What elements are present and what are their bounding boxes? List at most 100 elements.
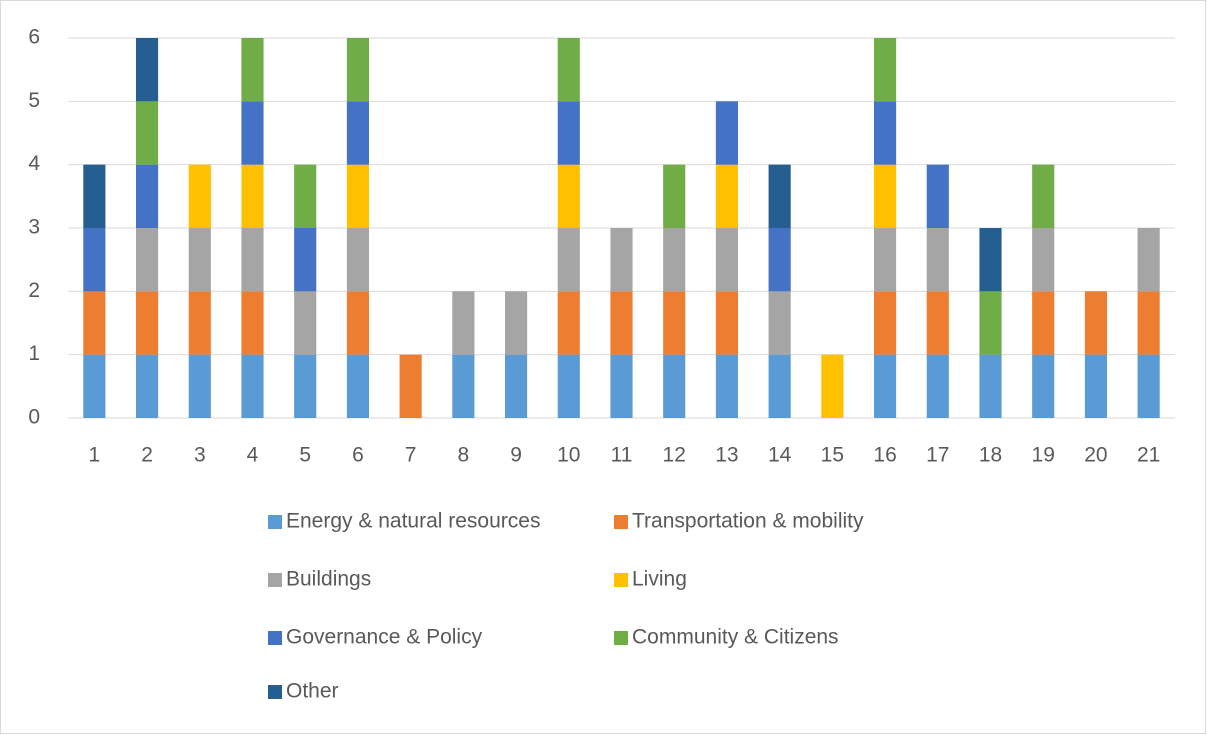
- bar-segment: [188, 291, 211, 355]
- legend-label: Governance & Policy: [286, 626, 483, 649]
- bar-segment: [874, 38, 897, 102]
- x-tick-label: 10: [557, 444, 580, 467]
- y-tick-label: 6: [28, 26, 40, 49]
- bar-segment: [768, 164, 791, 228]
- bar-segment: [610, 354, 633, 418]
- bar-segment: [83, 228, 106, 292]
- x-tick-label: 12: [663, 444, 686, 467]
- legend-swatch: [268, 685, 282, 699]
- y-tick-label: 3: [28, 216, 40, 239]
- bar-segment: [1084, 354, 1107, 418]
- x-tick-label: 11: [611, 444, 633, 467]
- y-tick-label: 2: [28, 279, 40, 302]
- bar-segment: [557, 291, 580, 355]
- y-tick-label: 0: [28, 406, 40, 429]
- bar-segment: [821, 354, 844, 418]
- x-tick-label: 3: [194, 444, 206, 467]
- bar-segment: [979, 354, 1002, 418]
- bar-segment: [1084, 291, 1107, 355]
- x-tick-label: 2: [141, 444, 153, 467]
- bar-segment: [505, 291, 528, 355]
- legend-swatch: [614, 573, 628, 587]
- legend-swatch: [614, 515, 628, 529]
- bar-segment: [979, 291, 1002, 355]
- x-tick-label: 6: [352, 444, 364, 467]
- bar-segment: [926, 354, 949, 418]
- bar-segment: [136, 291, 159, 355]
- bar-segment: [663, 228, 686, 292]
- legend-label: Transportation & mobility: [632, 510, 864, 533]
- bar-segment: [557, 164, 580, 228]
- x-tick-label: 17: [926, 444, 949, 467]
- bar-segment: [768, 354, 791, 418]
- y-tick-label: 1: [28, 342, 40, 365]
- bar-segment: [346, 38, 369, 102]
- bar-segment: [715, 228, 738, 292]
- bar-segment: [715, 291, 738, 355]
- bar-segment: [663, 164, 686, 228]
- x-tick-label: 20: [1084, 444, 1107, 467]
- bar-segment: [241, 291, 264, 355]
- legend-swatch: [614, 631, 628, 645]
- bar-segment: [346, 101, 369, 165]
- bar-segment: [188, 228, 211, 292]
- bar-segment: [663, 354, 686, 418]
- bar-segment: [557, 354, 580, 418]
- legend-swatch: [268, 573, 282, 587]
- bar-segment: [768, 228, 791, 292]
- bar-segment: [610, 228, 633, 292]
- bar-segment: [874, 354, 897, 418]
- bar-segment: [926, 228, 949, 292]
- bar-segment: [874, 291, 897, 355]
- bar-segment: [241, 38, 264, 102]
- bar-segment: [1137, 228, 1160, 292]
- bar-segment: [136, 228, 159, 292]
- bar-segment: [926, 291, 949, 355]
- bar-segment: [136, 354, 159, 418]
- x-tick-label: 18: [979, 444, 1002, 467]
- x-tick-label: 5: [299, 444, 311, 467]
- bar-segment: [452, 354, 475, 418]
- bar-segment: [979, 228, 1002, 292]
- bar-segment: [346, 164, 369, 228]
- legend-label: Community & Citizens: [632, 626, 839, 649]
- bar-segment: [188, 354, 211, 418]
- x-tick-label: 9: [510, 444, 522, 467]
- bar-segment: [346, 228, 369, 292]
- bar-segment: [294, 228, 317, 292]
- x-tick-label: 19: [1032, 444, 1055, 467]
- bar-segment: [188, 164, 211, 228]
- legend-label: Energy & natural resources: [286, 510, 540, 533]
- bar-segment: [1032, 164, 1055, 228]
- bar-segment: [557, 228, 580, 292]
- bar-segment: [926, 164, 949, 228]
- bar-segment: [452, 291, 475, 355]
- bar-segment: [1137, 291, 1160, 355]
- bar-segment: [294, 164, 317, 228]
- bar-segment: [1032, 228, 1055, 292]
- legend-label: Buildings: [286, 568, 371, 591]
- legend-swatch: [268, 631, 282, 645]
- bar-segment: [241, 101, 264, 165]
- x-tick-label: 14: [768, 444, 792, 467]
- x-tick-label: 8: [458, 444, 470, 467]
- legend-label: Living: [632, 568, 687, 591]
- y-tick-label: 5: [28, 89, 40, 112]
- bar-segment: [874, 228, 897, 292]
- bar-segment: [1137, 354, 1160, 418]
- bar-segment: [83, 354, 106, 418]
- bar-segment: [768, 291, 791, 355]
- y-tick-label: 4: [28, 152, 40, 175]
- bar-segment: [557, 101, 580, 165]
- x-tick-label: 7: [405, 444, 417, 467]
- bar-segment: [557, 38, 580, 102]
- bar-segment: [83, 164, 106, 228]
- bar-segment: [241, 164, 264, 228]
- bar-segment: [610, 291, 633, 355]
- bar-segment: [136, 38, 159, 102]
- bar-segment: [1032, 291, 1055, 355]
- x-tick-label: 4: [247, 444, 259, 467]
- x-tick-label: 13: [715, 444, 738, 467]
